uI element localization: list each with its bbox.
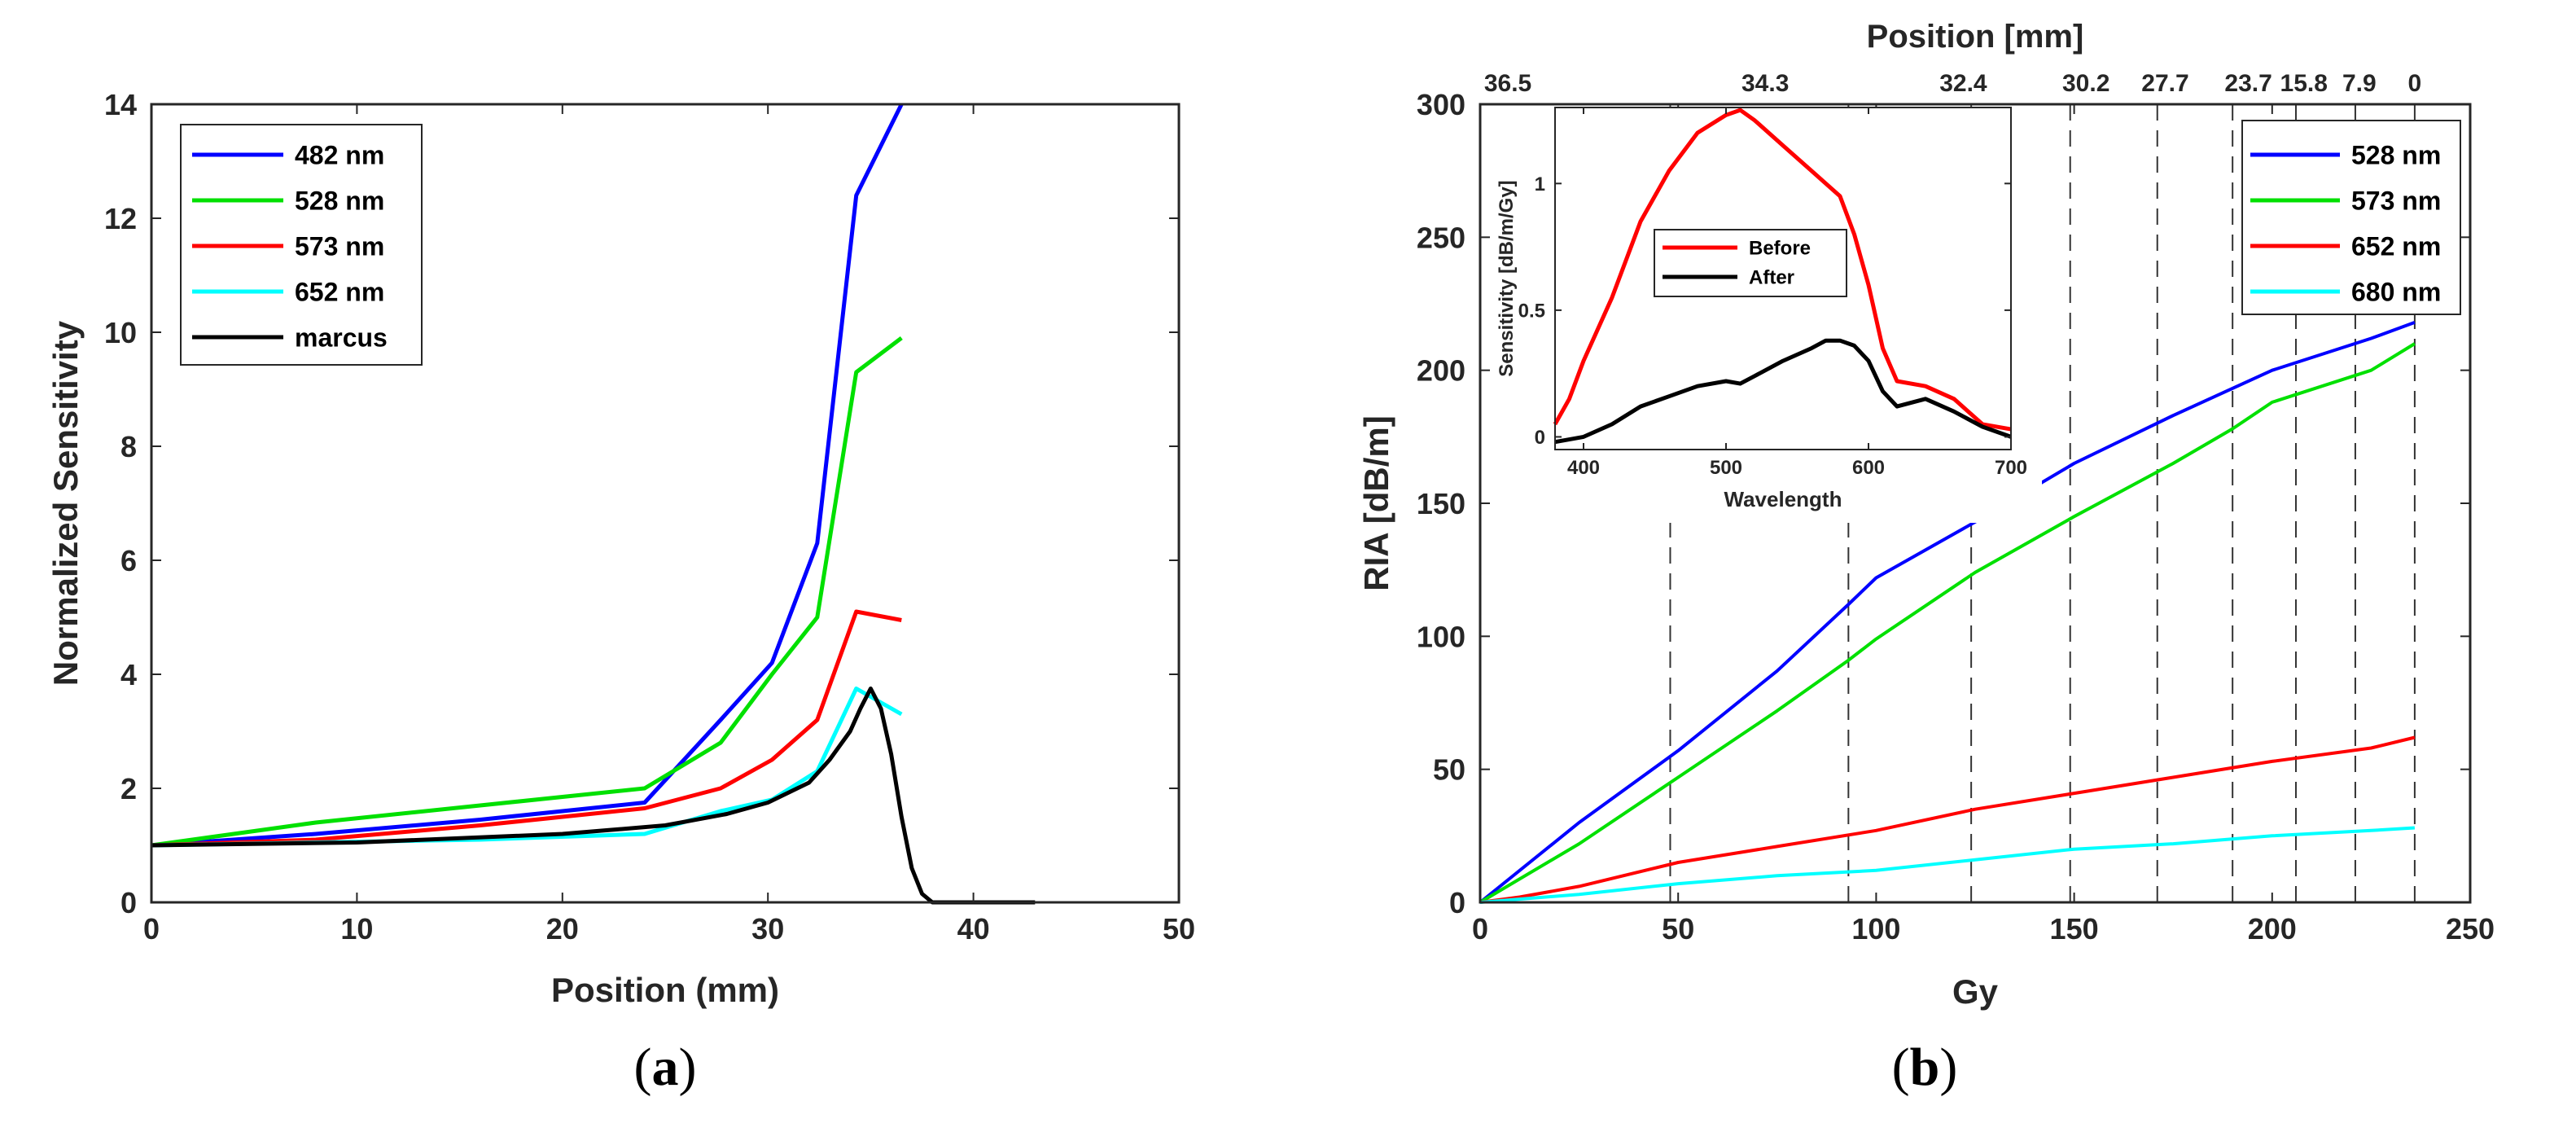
inset-x-tick-label: 700 bbox=[1995, 457, 2027, 479]
panel-a: 0 10 20 30 40 50 0 2 4 6 8 10 12 14 Position (mm) Nor… bbox=[46, 88, 1195, 1097]
inset-y-tick-label: 1 bbox=[1535, 173, 1545, 195]
panel-a-y-tick-label: 14 bbox=[104, 88, 137, 121]
panel-b-series bbox=[1479, 321, 2416, 904]
inset-ticks: 400 500 600 700 0 0.5 1 bbox=[1518, 107, 2027, 479]
inset-series bbox=[1553, 107, 2012, 445]
inset-series-after bbox=[1554, 338, 2012, 445]
inset-background bbox=[1521, 107, 2042, 523]
inset-axes-box bbox=[1554, 107, 2012, 450]
panel-b-top-axis-label: Position [mm] bbox=[1867, 19, 2084, 55]
panel-b-legend-label-680-nm: 680 nm bbox=[2351, 278, 2441, 307]
panel-a-caption: (a) bbox=[634, 1038, 697, 1097]
inset-legend-box bbox=[1654, 229, 1847, 297]
panel-a-x-tick-label: 30 bbox=[751, 912, 784, 946]
panel-a-y-tick-label: 0 bbox=[120, 886, 137, 919]
panel-a-legend-label-528-nm: 528 nm bbox=[295, 186, 384, 216]
panel-a-legend-label-652-nm: 652 nm bbox=[295, 278, 384, 307]
panel-b-top-tick-label: 15.8 bbox=[2280, 70, 2328, 97]
panel-b-x-tick-label: 100 bbox=[1851, 912, 1900, 946]
inset-x-axis-label: Wavelength bbox=[1724, 487, 1842, 511]
inset-x-tick-label: 600 bbox=[1852, 457, 1885, 479]
inset-y-axis-label: Sensitivity [dB/m/Gy] bbox=[1496, 180, 1518, 376]
panel-a-y-tick-label: 4 bbox=[120, 658, 137, 691]
inset-y-tick-label: 0.5 bbox=[1518, 301, 1545, 322]
panel-a-y-tick-label: 10 bbox=[104, 316, 137, 349]
inset-series-before bbox=[1553, 107, 2012, 432]
panel-b-top-tick-label: 7.9 bbox=[2342, 70, 2377, 97]
panel-b-legend-label-652-nm: 652 nm bbox=[2351, 232, 2441, 261]
panel-b-caption: (b) bbox=[1892, 1038, 1958, 1097]
panel-a-y-axis-label: Normalized Sensitivity bbox=[46, 320, 85, 686]
panel-b-y-axis-label: RIA [dB/m] bbox=[1357, 415, 1395, 590]
panel-a-series-482-nm bbox=[151, 103, 904, 848]
panel-b-top-tick-label: 23.7 bbox=[2224, 70, 2272, 97]
panel-b-top-tick-label: 27.7 bbox=[2141, 70, 2188, 97]
inset-x-tick-label: 500 bbox=[1710, 457, 1742, 479]
panel-a-x-tick-label: 10 bbox=[340, 912, 373, 946]
panel-a-y-tick-label: 6 bbox=[120, 544, 137, 577]
panel-b-y-tick-label: 150 bbox=[1417, 487, 1465, 520]
panel-a-x-axis-label: Position (mm) bbox=[551, 971, 779, 1009]
panel-b-x-axis-label: Gy bbox=[1952, 972, 1999, 1011]
panel-b-top-tick-label: 30.2 bbox=[2062, 70, 2109, 97]
panel-b-top-tick-label: 34.3 bbox=[1741, 70, 1789, 97]
panel-b-y-tick-label: 200 bbox=[1417, 354, 1465, 388]
panel-a-x-tick-label: 50 bbox=[1163, 912, 1195, 946]
inset-x-tick-label: 400 bbox=[1567, 457, 1600, 479]
panel-a-legend-label-482-nm: 482 nm bbox=[295, 141, 384, 170]
panel-a-x-tick-label: 20 bbox=[546, 912, 579, 946]
panel-b-top-tick-label: 36.5 bbox=[1484, 70, 1531, 97]
panel-b-x-tick-label: 0 bbox=[1472, 912, 1488, 946]
panel-a-legend-label-marcus: marcus bbox=[295, 323, 388, 353]
panel-a-y-tick-label: 2 bbox=[120, 772, 137, 805]
panel-b-y-tick-label: 50 bbox=[1433, 753, 1465, 787]
panel-a-series-marcus bbox=[151, 687, 1036, 905]
panel-b-series-573-nm bbox=[1479, 342, 2416, 904]
panel-a-legend: 482 nm 528 nm 573 nm 652 nm marcus bbox=[180, 124, 423, 366]
panel-a-y-tick-label: 8 bbox=[120, 430, 137, 463]
panel-a-series-528-nm bbox=[151, 336, 903, 848]
panel-a-axes-box bbox=[150, 103, 1181, 904]
panel-a-series-573-nm bbox=[151, 609, 902, 848]
inset-legend: Before After bbox=[1654, 229, 1847, 297]
inset-legend-label-after: After bbox=[1749, 267, 1794, 289]
panel-b-y-tick-label: 0 bbox=[1449, 886, 1465, 919]
panel-b-x-tick-label: 200 bbox=[2248, 912, 2297, 946]
panel-b-x-tick-label: 150 bbox=[2050, 912, 2099, 946]
panel-b-top-tick-label: 0 bbox=[2408, 70, 2422, 97]
panel-b-y-tick-label: 250 bbox=[1417, 221, 1465, 254]
panel-b-x-tick-label: 250 bbox=[2446, 912, 2495, 946]
panel-a-y-tick-label: 12 bbox=[104, 202, 137, 235]
panel-a-x-tick-label: 0 bbox=[143, 912, 160, 946]
panel-a-series bbox=[151, 103, 1036, 905]
panel-b-legend-label-573-nm: 573 nm bbox=[2351, 186, 2441, 216]
panel-b-top-tick-label: 32.4 bbox=[1939, 70, 1987, 97]
panel-b-series-652-nm bbox=[1479, 735, 2416, 904]
panel-b-x-tick-label: 50 bbox=[1662, 912, 1694, 946]
panel-b-series-528-nm bbox=[1479, 321, 2416, 904]
panel-b-series-680-nm bbox=[1479, 826, 2416, 904]
panel-b-legend-label-528-nm: 528 nm bbox=[2351, 141, 2441, 170]
panel-a-ticks: 0 10 20 30 40 50 0 2 4 6 8 10 12 14 bbox=[104, 88, 1195, 946]
panel-a-x-tick-label: 40 bbox=[957, 912, 990, 946]
panel-b-inset: 400 500 600 700 0 0.5 1 Wavelength Sensitivity… bbox=[1496, 107, 2042, 523]
inset-legend-label-before: Before bbox=[1749, 238, 1811, 260]
panel-b-legend: 528 nm 573 nm 652 nm 680 nm bbox=[2241, 120, 2461, 315]
panel-b-y-tick-label: 300 bbox=[1417, 88, 1465, 121]
panel-b-y-tick-label: 100 bbox=[1417, 620, 1465, 653]
panel-a-legend-label-573-nm: 573 nm bbox=[295, 232, 384, 261]
inset-y-tick-label: 0 bbox=[1535, 427, 1545, 449]
